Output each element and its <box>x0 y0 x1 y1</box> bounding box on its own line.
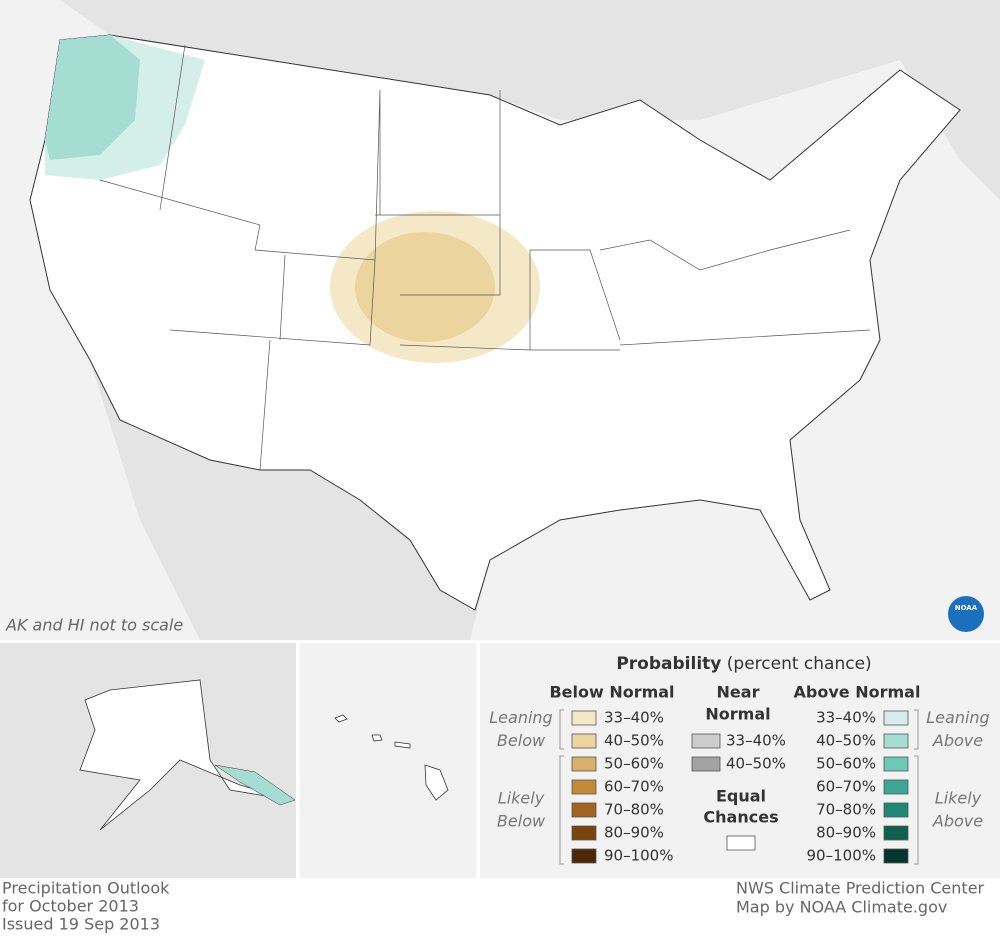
legend-label: 33–40% <box>816 709 876 727</box>
legend-swatch <box>691 733 721 749</box>
legend-label: 70–80% <box>604 801 664 819</box>
footer-right: NWS Climate Prediction Center <box>736 879 985 898</box>
legend-label: 80–90% <box>604 824 664 842</box>
noaa-logo <box>948 596 984 632</box>
legend-swatch <box>571 733 597 749</box>
legend-title-main: Probability <box>616 654 721 674</box>
footer-right: Map by NOAA Climate.gov <box>736 898 947 917</box>
legend-label: 33–40% <box>726 732 786 750</box>
group-side-label: Leaning <box>926 708 989 727</box>
group-side-label: Below <box>497 731 546 750</box>
group-heading: Near <box>717 683 760 702</box>
legend-swatch <box>883 825 909 841</box>
legend-title: Probability (percent chance) <box>616 654 871 674</box>
group-side-label: Leaning <box>489 708 552 727</box>
footer-left: for October 2013 <box>2 897 139 916</box>
above-40-50-area <box>45 35 140 160</box>
group-side-label: Likely <box>498 789 545 808</box>
legend-swatch <box>571 825 597 841</box>
legend-swatch <box>883 802 909 818</box>
legend-label: 40–50% <box>604 732 664 750</box>
legend-swatch <box>691 756 721 772</box>
legend-swatch <box>571 779 597 795</box>
group-heading: Normal <box>705 705 770 724</box>
legend-label: 50–60% <box>604 755 664 773</box>
group-side-label: Above <box>932 812 983 831</box>
legend-swatch <box>726 835 756 851</box>
footer-left: Precipitation Outlook <box>2 879 170 898</box>
legend-label: 90–100% <box>604 847 673 865</box>
mexico <box>90 360 490 640</box>
group-heading: Above Normal <box>794 683 921 702</box>
below-40-50-area <box>355 232 495 342</box>
legend-swatch <box>571 802 597 818</box>
legend-swatch <box>883 756 909 772</box>
state-borders <box>99 44 871 471</box>
legend-swatch <box>883 848 909 864</box>
legend-label: 33–40% <box>604 709 664 727</box>
group-heading: Equal <box>716 787 766 806</box>
legend-label: 60–70% <box>604 778 664 796</box>
canada <box>0 0 1000 200</box>
bracket <box>559 755 564 865</box>
hawaii <box>334 714 449 801</box>
legend-label: 40–50% <box>726 755 786 773</box>
scale-note: AK and HI not to scale <box>5 616 183 635</box>
legend: Probability (percent chance) Below Normal… <box>489 654 990 865</box>
legend-label: 60–70% <box>816 778 876 796</box>
legend-label: 70–80% <box>816 801 876 819</box>
group-side-label: Likely <box>935 789 982 808</box>
legend-label: 80–90% <box>816 824 876 842</box>
legend-label: 50–60% <box>816 755 876 773</box>
legend-swatch <box>571 710 597 726</box>
legend-swatch <box>883 779 909 795</box>
group-side-label: Above <box>932 731 983 750</box>
alaska <box>79 679 291 831</box>
legend-swatch <box>571 756 597 772</box>
bracket <box>559 709 564 750</box>
group-heading: Below Normal <box>549 683 674 702</box>
footer-left: Issued 19 Sep 2013 <box>2 915 160 934</box>
logo-text: NOAA <box>955 604 978 612</box>
legend-subtitle: (percent chance) <box>727 654 872 674</box>
bracket <box>914 709 919 750</box>
hawaii-panel <box>300 643 476 878</box>
legend-swatch <box>883 710 909 726</box>
bracket <box>914 755 919 865</box>
legend-label: 90–100% <box>807 847 876 865</box>
legend-label: 40–50% <box>816 732 876 750</box>
legend-swatch <box>571 848 597 864</box>
group-side-label: Below <box>497 812 546 831</box>
legend-swatch <box>883 733 909 749</box>
alaska-above-area <box>214 764 296 806</box>
group-heading: Chances <box>703 808 778 827</box>
